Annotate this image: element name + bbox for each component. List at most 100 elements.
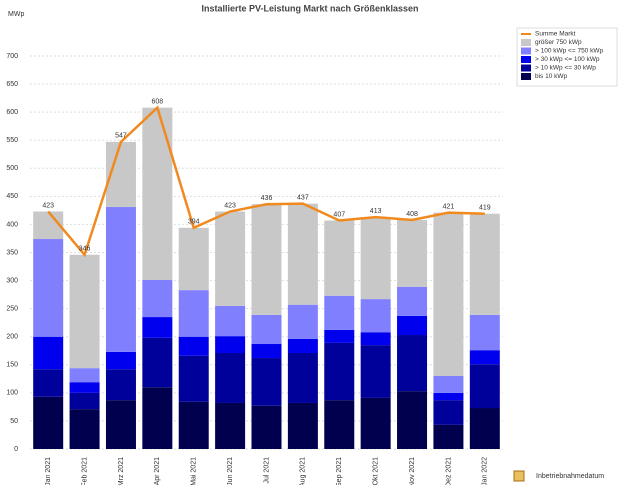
x-tick-label: Nov 2021 [409,457,416,485]
data-label: 346 [79,246,91,253]
data-label: 547 [115,133,127,140]
bar [142,317,173,338]
bar [33,336,64,370]
y-tick-label: 250 [6,305,18,312]
data-label: 419 [479,205,491,212]
bar [105,207,136,352]
legend-label: Summe Markt [535,31,576,38]
bar [215,336,246,353]
legend-label: bis 10 kWp [535,73,568,80]
bar [105,400,136,449]
y-tick-label: 400 [6,221,18,228]
y-tick-label: 150 [6,362,18,369]
bar [178,355,209,402]
icon [513,470,525,482]
y-tick-label: 50 [10,418,18,425]
bar [251,344,282,359]
bar [251,405,282,449]
bar [142,107,173,281]
bar [397,335,428,392]
bar [469,350,500,365]
bar [469,408,500,449]
bar [69,392,100,410]
x-tick-label: Dez 2021 [445,457,452,485]
bar [360,332,391,346]
bar [33,396,64,449]
bar [287,203,318,305]
bar [215,402,246,449]
bar [215,305,246,337]
y-tick-label: 700 [6,53,18,60]
bar [433,424,464,449]
legend-label: größer 750 kWp [535,39,582,46]
bar [433,376,464,393]
chart-title: Installierte PV-Leistung Markt nach Größ… [201,3,418,13]
y-tick-label: 300 [6,277,18,284]
data-label: 407 [333,211,345,218]
bar [105,369,136,401]
bar [287,304,318,339]
legend-swatch [521,64,531,72]
bar [324,329,355,343]
bar [69,382,100,393]
bar [360,345,391,398]
bar [360,397,391,449]
data-label: 437 [297,194,309,201]
legend-label: > 100 kWp <= 750 kWp [535,48,603,55]
legend-label: > 30 kWp <= 100 kWp [535,56,600,63]
data-label: 394 [188,219,200,226]
bar [433,392,464,401]
legend-swatch [521,39,531,46]
y-tick-label: 550 [6,137,18,144]
bar [324,342,355,401]
y-tick-label: 500 [6,165,18,172]
x-tick-label: Feb 2021 [81,457,88,485]
bar [142,337,173,388]
x-axis-label: Inbetriebnahmedatum [536,473,604,480]
data-label: 608 [152,98,164,105]
data-label: 413 [370,208,382,215]
bar [178,401,209,449]
data-label: 408 [406,211,418,218]
x-tick-label: Jul 2021 [263,457,270,484]
bar [397,219,428,287]
bar [324,400,355,449]
bar [69,254,100,369]
y-tick-label: 450 [6,193,18,200]
y-tick-label: 100 [6,390,18,397]
bar [251,314,282,345]
y-axis-label: MWp [8,11,24,18]
y-tick-label: 350 [6,249,18,256]
bar [469,364,500,409]
y-tick-label: 650 [6,81,18,88]
bar [469,314,500,351]
bar [287,402,318,449]
y-tick-label: 600 [6,109,18,116]
x-tick-label: Okt 2021 [372,457,379,485]
x-tick-label: Aug 2021 [300,457,307,485]
bar [397,286,428,316]
bar [69,368,100,383]
x-tick-label: Sep 2021 [336,457,343,485]
bar [287,338,318,353]
line [47,105,485,258]
bar [397,315,428,336]
bar [324,295,355,330]
bar [251,358,282,406]
bar [215,352,246,403]
bar [360,217,391,300]
bar [324,220,355,296]
legend-swatch [521,56,531,63]
data-label: 423 [42,202,54,209]
x-tick-label: Jan 2022 [482,457,489,485]
x-tick-label: Mai 2021 [191,457,198,485]
bar [105,351,136,370]
bar [178,336,209,356]
bar [69,409,100,449]
data-label: 436 [261,195,273,202]
legend-box [516,27,618,87]
bar [142,280,173,318]
bar [178,227,209,291]
bar [33,369,64,397]
